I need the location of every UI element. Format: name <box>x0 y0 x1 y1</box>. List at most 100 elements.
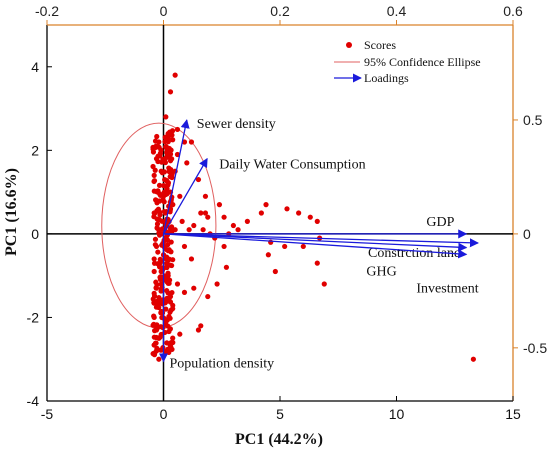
score-point-66 <box>151 210 157 216</box>
score-point-63 <box>160 193 167 199</box>
score-point-48 <box>153 348 160 354</box>
score-point-cluster <box>151 300 157 306</box>
score-point-45 <box>198 323 204 329</box>
score-point-cluster <box>156 217 162 223</box>
score-point-21 <box>258 210 264 216</box>
score-point-8 <box>184 160 190 166</box>
score-point-53 <box>202 210 209 216</box>
score-point-cluster <box>164 260 170 266</box>
loading-arrow-4 <box>163 233 468 252</box>
tick-labels: -5 0 5 10 15 -4 -2 0 2 4 -0.2 0 0.2 0.4 0.6 -0.5 0 0.5 <box>27 3 548 422</box>
score-point-44 <box>195 327 202 333</box>
loading-arrow-5 <box>163 233 468 259</box>
score-point-15 <box>186 227 192 233</box>
loading-label-0: Sewer density <box>197 117 276 132</box>
score-point-cluster <box>167 174 173 180</box>
score-point-cluster <box>155 249 161 255</box>
score-point-67 <box>156 227 162 233</box>
score-point-88 <box>156 335 162 341</box>
score-point-60 <box>153 156 160 162</box>
score-point-22 <box>263 202 269 208</box>
score-point-39 <box>214 281 220 287</box>
score-point-cluster <box>165 323 171 329</box>
score-point-cluster <box>158 347 164 353</box>
score-point-cluster <box>151 178 158 184</box>
score-point-23 <box>284 206 290 212</box>
x-tick-label-0: -5 <box>41 406 54 422</box>
score-point-1 <box>167 89 174 95</box>
score-point-87 <box>167 293 174 300</box>
score-point-2 <box>163 114 169 120</box>
score-point-49 <box>156 356 162 362</box>
score-point-19 <box>235 227 241 233</box>
score-point-cluster <box>156 182 163 188</box>
score-point-cluster <box>157 260 163 266</box>
x2-tick-label-4: 0.6 <box>503 3 523 19</box>
score-point-cluster <box>154 221 161 227</box>
score-point-cluster <box>166 349 172 356</box>
score-point-82 <box>151 172 157 178</box>
score-point-cluster <box>168 224 175 230</box>
y-tick-label-3: 2 <box>31 142 39 158</box>
legend: Scores 95% Confidence Ellipse Loadings <box>334 38 481 85</box>
y2-tick-label-2: 0.5 <box>523 112 543 128</box>
score-point-77 <box>153 327 160 333</box>
score-point-9 <box>195 176 202 183</box>
score-point-cluster <box>169 289 175 296</box>
x2-tick-label-2: 0.2 <box>270 3 290 19</box>
score-point-51 <box>179 218 185 224</box>
x2-tick-label-1: 0 <box>160 3 168 19</box>
score-point-43 <box>174 281 181 287</box>
loading-label-2: GDP <box>426 215 454 230</box>
score-point-14 <box>205 214 211 220</box>
score-point-56 <box>177 193 183 199</box>
score-point-36 <box>314 260 320 266</box>
x-tick-label-3: 10 <box>389 406 405 422</box>
score-point-cluster <box>151 334 157 340</box>
score-point-cluster <box>166 328 172 335</box>
score-point-26 <box>314 218 320 224</box>
score-point-16 <box>200 227 206 233</box>
tick-marks <box>46 20 518 402</box>
score-point-13 <box>198 210 204 216</box>
score-point-cluster <box>166 298 172 304</box>
score-point-cluster <box>161 208 167 215</box>
score-point-cluster <box>158 324 164 330</box>
loading-arrow-0 <box>162 119 190 235</box>
score-point-cluster <box>158 310 164 316</box>
score-point-74 <box>156 298 162 304</box>
score-point-41 <box>191 285 197 291</box>
score-point-89 <box>172 227 178 233</box>
score-point-cluster <box>151 188 157 194</box>
score-point-cluster <box>170 306 176 312</box>
y-tick-label-4: 4 <box>31 59 39 75</box>
score-point-38 <box>223 264 230 270</box>
score-point-73 <box>153 285 160 291</box>
score-point-75 <box>163 306 169 312</box>
score-point-71 <box>158 268 164 275</box>
score-point-47 <box>170 339 176 346</box>
score-point-cluster <box>169 156 175 162</box>
y-tick-label-0: -4 <box>27 393 40 409</box>
score-point-55 <box>170 202 176 208</box>
score-point-40 <box>205 293 211 300</box>
score-point-57 <box>191 222 197 229</box>
score-point-69 <box>153 243 160 250</box>
score-point-cluster <box>150 149 157 155</box>
score-point-cluster <box>161 316 167 322</box>
x2-tick-label-3: 0.4 <box>387 3 407 19</box>
score-point-20 <box>244 218 250 224</box>
score-point-59 <box>188 256 195 262</box>
y2-tick-label-0: -0.5 <box>523 340 547 356</box>
score-point-34 <box>265 252 271 258</box>
score-point-0 <box>172 72 178 78</box>
loading-label-1: Daily Water Consumption <box>219 158 365 173</box>
score-point-cluster <box>168 239 174 245</box>
x-tick-label-1: 0 <box>160 406 168 422</box>
score-point-cluster <box>162 159 169 166</box>
score-point-85 <box>165 248 171 254</box>
y-tick-label-1: -2 <box>27 309 40 325</box>
score-point-cluster <box>163 255 169 262</box>
score-point-cluster <box>162 139 168 145</box>
